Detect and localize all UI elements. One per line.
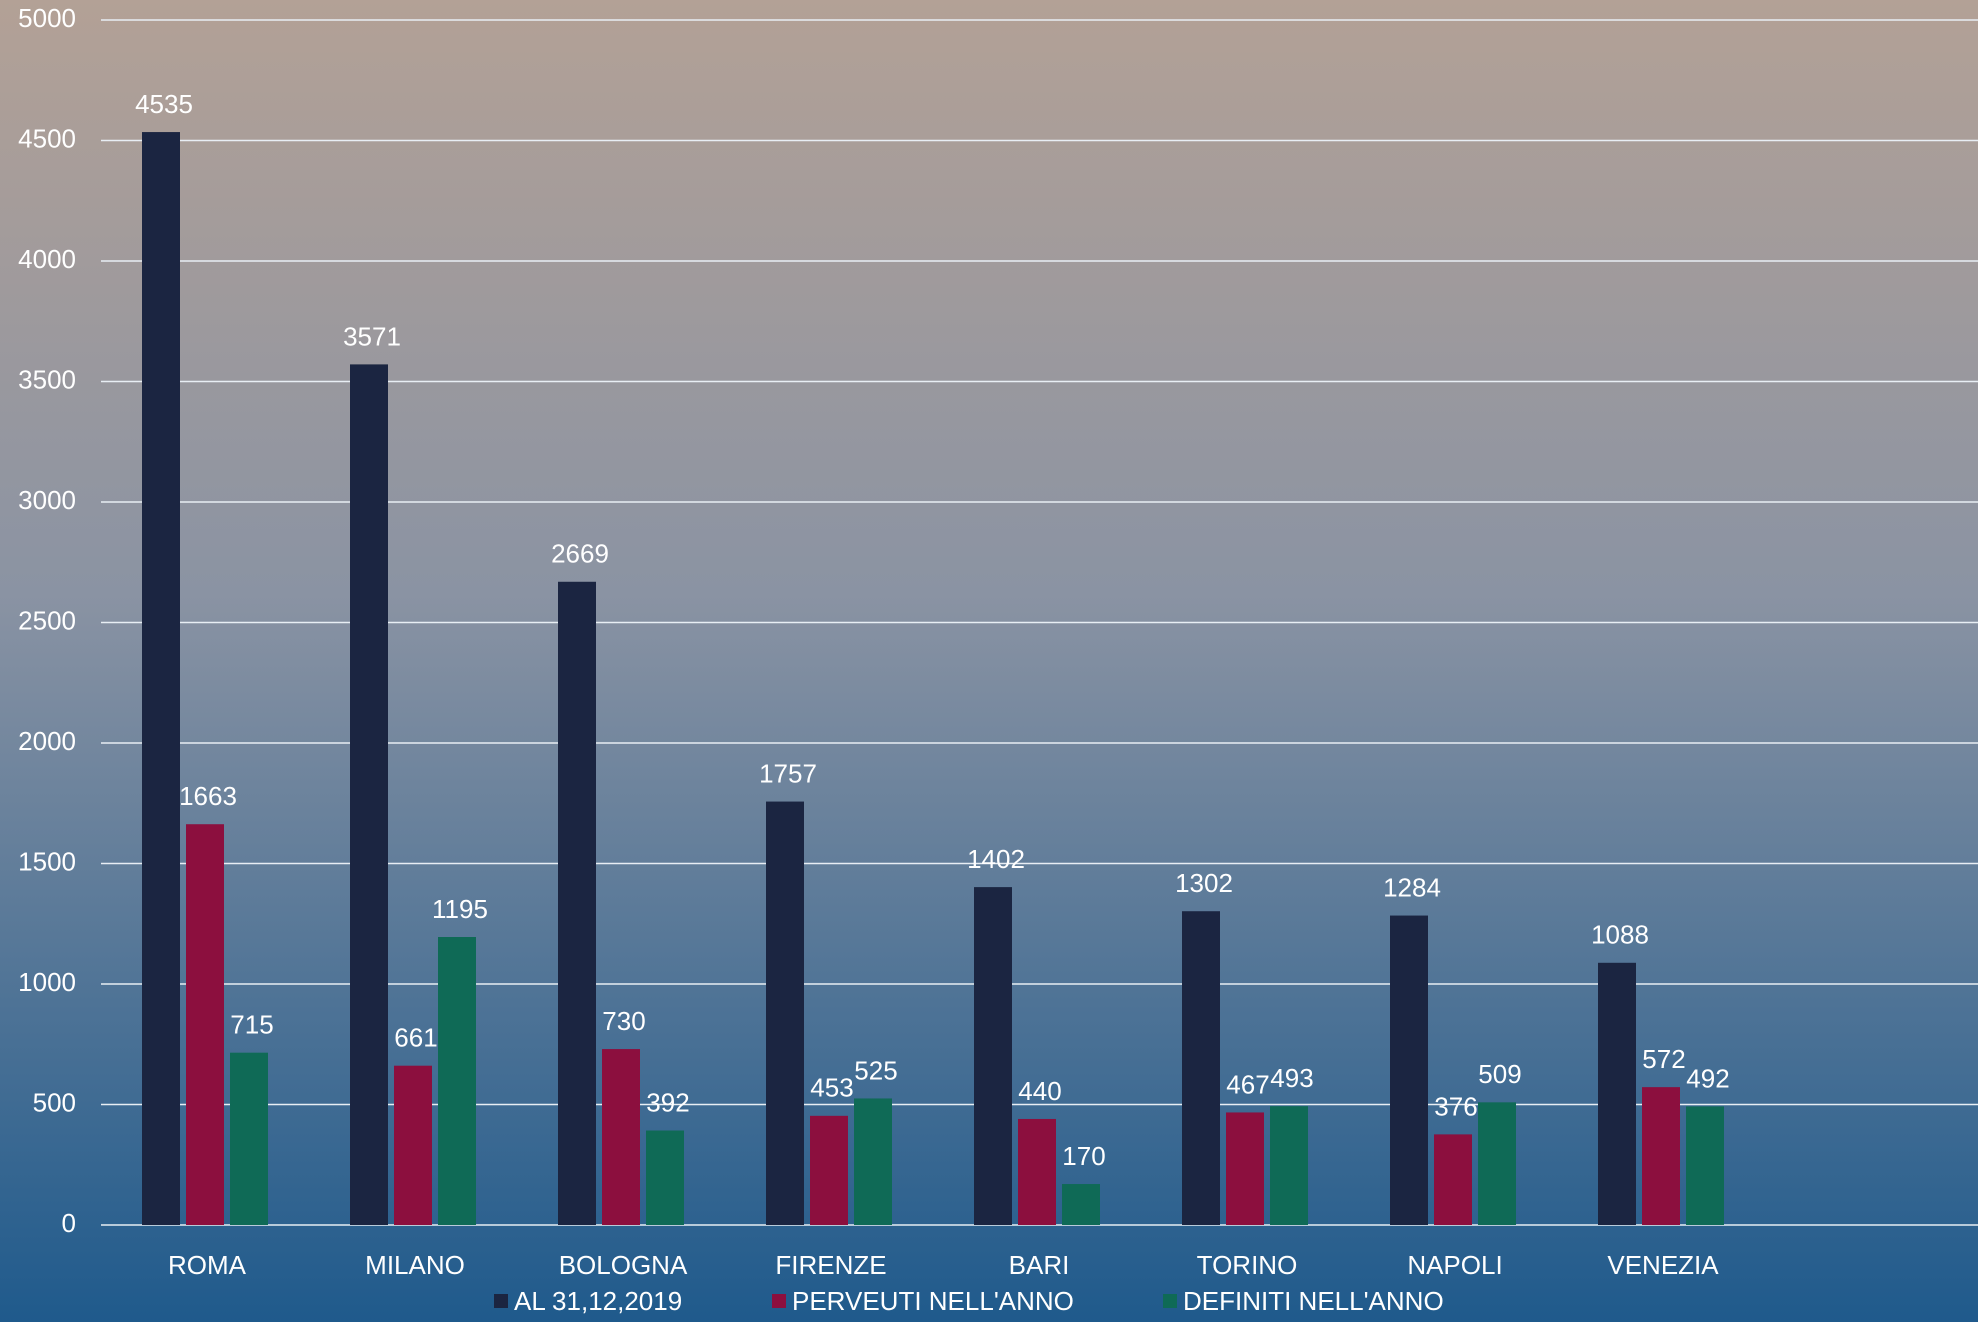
bar [438, 937, 476, 1225]
bar [1434, 1134, 1472, 1225]
value-label: 1402 [967, 844, 1025, 874]
y-tick-label: 0 [62, 1208, 76, 1238]
bar [854, 1098, 892, 1225]
value-label: 4535 [135, 89, 193, 119]
y-tick-label: 4500 [18, 123, 76, 153]
bar [602, 1049, 640, 1225]
bar [974, 887, 1012, 1225]
bar [646, 1130, 684, 1225]
value-label: 509 [1478, 1059, 1521, 1089]
value-label: 572 [1642, 1044, 1685, 1074]
x-tick-label: ROMA [168, 1250, 247, 1280]
value-label: 1088 [1591, 920, 1649, 950]
x-tick-label: BARI [1009, 1250, 1070, 1280]
legend-label: PERVEUTI NELL'ANNO [792, 1286, 1074, 1316]
value-label: 1663 [179, 781, 237, 811]
value-label: 1195 [432, 894, 488, 924]
value-label: 376 [1434, 1091, 1477, 1121]
value-label: 525 [854, 1055, 897, 1085]
value-label: 492 [1686, 1063, 1729, 1093]
bar [1478, 1102, 1516, 1225]
x-tick-label: FIRENZE [775, 1250, 886, 1280]
value-label: 661 [394, 1023, 437, 1053]
bar [558, 581, 596, 1225]
legend-swatch [772, 1294, 786, 1308]
legend-swatch [494, 1294, 508, 1308]
bar [1062, 1184, 1100, 1225]
x-tick-label: MILANO [365, 1250, 465, 1280]
y-tick-label: 2000 [18, 726, 76, 756]
value-label: 453 [810, 1073, 853, 1103]
y-tick-label: 500 [33, 1087, 76, 1117]
bar [1686, 1106, 1724, 1225]
bar [1642, 1087, 1680, 1225]
legend-swatch [1163, 1294, 1177, 1308]
bar [394, 1065, 432, 1225]
value-label: 1284 [1383, 872, 1441, 902]
y-tick-label: 4000 [18, 244, 76, 274]
bar [1390, 915, 1428, 1225]
bar [1018, 1118, 1056, 1225]
y-tick-label: 3000 [18, 485, 76, 515]
value-label: 730 [602, 1006, 645, 1036]
legend-label: AL 31,12,2019 [514, 1286, 682, 1316]
x-tick-label: BOLOGNA [559, 1250, 688, 1280]
legend-label: DEFINITI NELL'ANNO [1183, 1286, 1444, 1316]
value-label: 440 [1018, 1076, 1061, 1106]
value-label: 170 [1062, 1141, 1105, 1171]
value-label: 1302 [1175, 868, 1233, 898]
x-tick-label: VENEZIA [1607, 1250, 1719, 1280]
y-tick-label: 1000 [18, 967, 76, 997]
bar [186, 824, 224, 1225]
value-label: 392 [646, 1087, 689, 1117]
value-label: 715 [230, 1010, 273, 1040]
x-tick-label: TORINO [1197, 1250, 1298, 1280]
x-tick-label: NAPOLI [1407, 1250, 1502, 1280]
bar [766, 801, 804, 1225]
bar [1182, 911, 1220, 1225]
y-tick-label: 3500 [18, 364, 76, 394]
bar [1598, 962, 1636, 1225]
value-label: 467 [1226, 1069, 1269, 1099]
bar [1270, 1106, 1308, 1225]
value-label: 493 [1270, 1063, 1313, 1093]
bar [1226, 1112, 1264, 1225]
y-tick-label: 5000 [18, 3, 76, 33]
y-tick-label: 2500 [18, 605, 76, 635]
y-tick-label: 1500 [18, 846, 76, 876]
value-label: 3571 [343, 321, 401, 351]
bar [230, 1052, 268, 1225]
bar [142, 132, 180, 1226]
value-label: 2669 [551, 539, 609, 569]
bar [810, 1115, 848, 1225]
value-label: 1757 [759, 758, 817, 788]
bar [350, 364, 388, 1225]
